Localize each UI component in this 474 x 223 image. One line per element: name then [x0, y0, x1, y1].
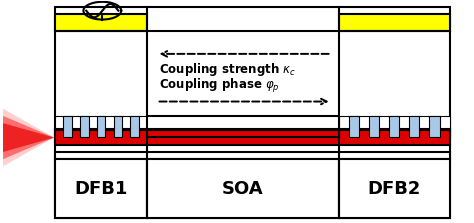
Bar [389, 116, 399, 137]
Bar [369, 116, 379, 137]
Bar [55, 116, 147, 137]
Text: Coupling strength $\kappa_c$: Coupling strength $\kappa_c$ [159, 61, 296, 78]
Bar [114, 116, 122, 137]
Bar [147, 159, 338, 218]
Polygon shape [3, 123, 54, 152]
Bar [55, 7, 450, 218]
Bar [349, 116, 359, 137]
Text: DFB1: DFB1 [74, 180, 128, 198]
Bar [64, 116, 72, 137]
Bar [55, 130, 450, 145]
Bar [55, 159, 147, 218]
Bar [97, 116, 105, 137]
Polygon shape [3, 116, 54, 159]
Bar [409, 116, 419, 137]
Bar [338, 14, 450, 31]
Polygon shape [3, 109, 54, 166]
Bar [338, 159, 450, 218]
Bar [130, 116, 139, 137]
Text: DFB2: DFB2 [367, 180, 421, 198]
Bar [55, 153, 450, 159]
Bar [338, 116, 450, 137]
Text: Coupling phase $\varphi_p$: Coupling phase $\varphi_p$ [159, 77, 280, 95]
Bar [55, 129, 450, 137]
Bar [80, 116, 89, 137]
Bar [429, 116, 439, 137]
Bar [147, 116, 338, 137]
Text: SOA: SOA [222, 180, 264, 198]
Bar [55, 14, 147, 31]
